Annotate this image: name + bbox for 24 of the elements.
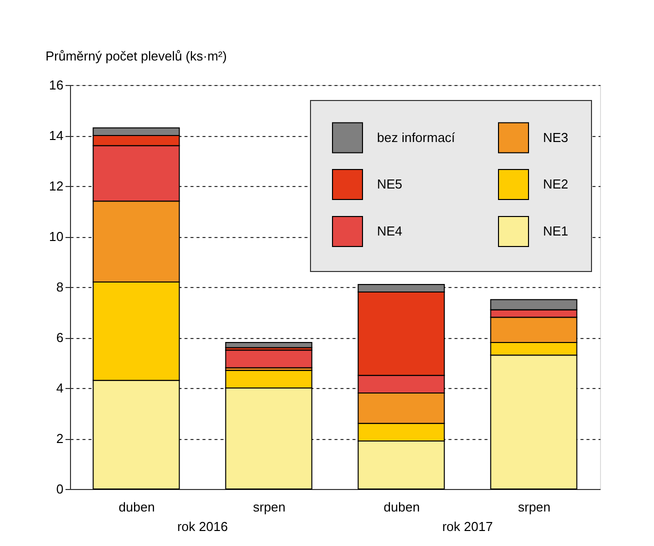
y-tick-label: 10 [49, 229, 64, 244]
y-tick-label: 6 [56, 330, 64, 345]
y-tick-label: 0 [56, 482, 64, 496]
bar [225, 342, 312, 348]
y-axis-title: Průměrný počet plevelů (ks·m²) [46, 48, 227, 64]
y-tick-label: 4 [56, 380, 64, 396]
y-tick-label: 2 [56, 431, 64, 446]
legend-label: NE2 [543, 176, 568, 192]
text: rok 2017 [442, 519, 493, 534]
legend-label: NE4 [377, 224, 402, 238]
legend-label: NE3 [543, 130, 568, 145]
x-tick-label: srpen [518, 500, 551, 514]
text: rok 2016 [177, 519, 228, 534]
legend-label: NE1 [543, 224, 568, 238]
y-tick-label: 14 [49, 128, 64, 143]
x-tick-label: duben [384, 500, 420, 514]
y-tick-label: 16 [49, 78, 64, 92]
legend-label: bez informací [377, 130, 456, 145]
bar [225, 350, 312, 368]
legend-label: NE5 [377, 176, 402, 192]
y-tick-label: 12 [49, 178, 64, 194]
x-tick-label: duben [118, 500, 155, 514]
x-tick-label: srpen [252, 500, 286, 514]
y-tick-label: 8 [56, 280, 64, 294]
